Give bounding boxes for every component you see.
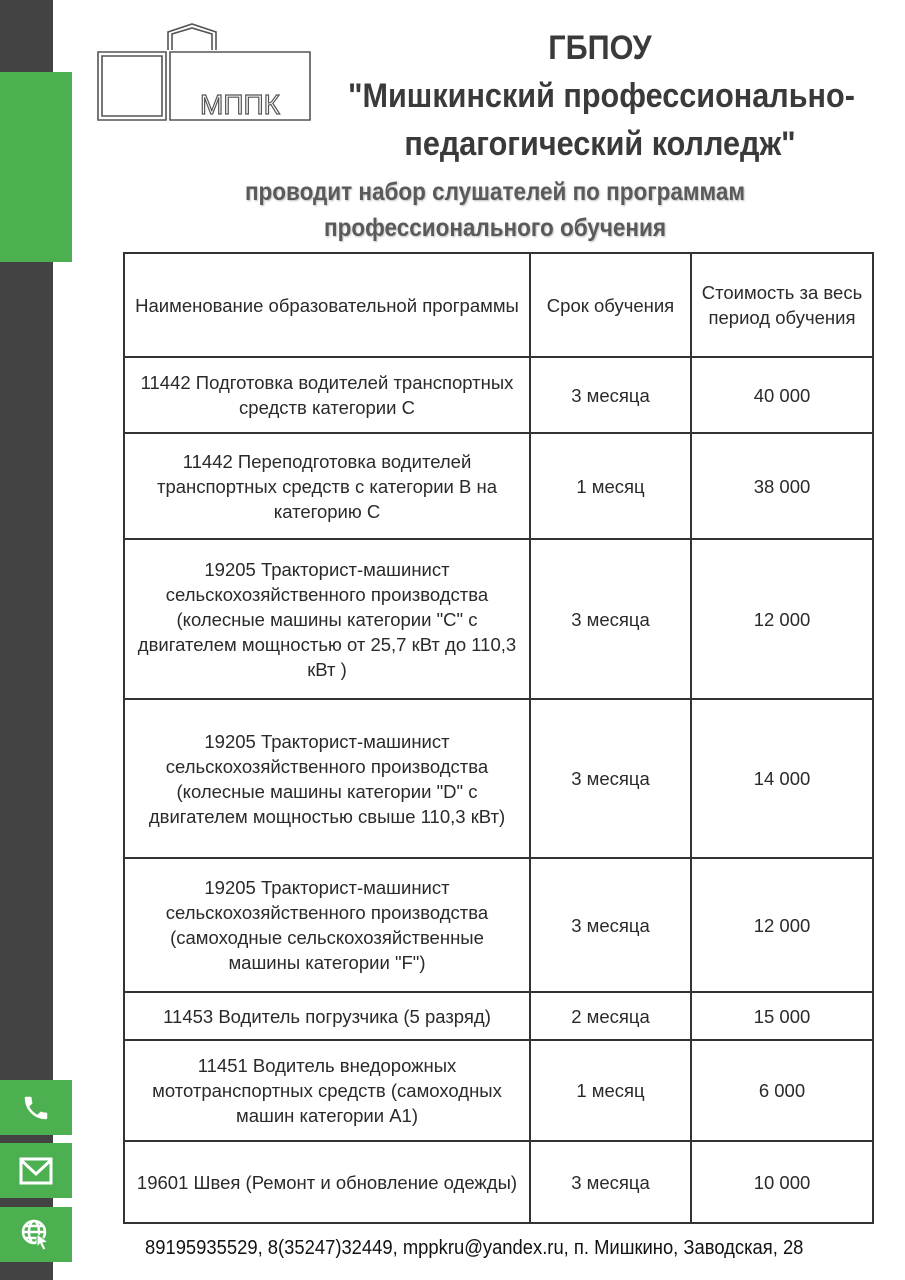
- cell-program: 19205 Тракторист-машинист сельскохозяйст…: [123, 857, 531, 993]
- cell-duration: 3 месяца: [529, 356, 692, 434]
- cell-program: 19601 Швея (Ремонт и обновление одежды): [123, 1140, 531, 1224]
- cell-duration: 3 месяца: [529, 538, 692, 700]
- cell-cost: 14 000: [690, 698, 874, 859]
- mail-icon: [19, 1157, 53, 1184]
- logo-text: МППК: [200, 89, 281, 120]
- header-program: Наименование образовательной программы: [123, 252, 531, 358]
- table-row: 11442 Переподготовка водителей транспорт…: [123, 432, 874, 540]
- footer-contacts: 89195935529, 8(35247)32449, mppkru@yande…: [145, 1237, 804, 1259]
- cell-cost: 40 000: [690, 356, 874, 434]
- org-name-line2: педагогический колледж": [404, 125, 796, 163]
- cell-cost: 15 000: [690, 991, 874, 1041]
- table-row: 11442 Подготовка водителей транспортных …: [123, 356, 874, 434]
- cell-duration: 1 месяц: [529, 1039, 692, 1142]
- header-cost: Стоимость за весь период обучения: [690, 252, 874, 358]
- phone-icon: [24, 1096, 48, 1119]
- cell-duration: 3 месяца: [529, 1140, 692, 1224]
- programs-table: Наименование образовательной программы С…: [123, 252, 874, 1224]
- sidebar-accent-block: [0, 72, 72, 262]
- table-row: 19205 Тракторист-машинист сельскохозяйст…: [123, 538, 874, 700]
- cell-cost: 12 000: [690, 538, 874, 700]
- cell-program: 11442 Переподготовка водителей транспорт…: [123, 432, 531, 540]
- table-row: 19601 Швея (Ремонт и обновление одежды) 3…: [123, 1140, 874, 1224]
- cell-program: 11451 Водитель внедорожных мототранспорт…: [123, 1039, 531, 1142]
- header-duration: Срок обучения: [529, 252, 692, 358]
- web-icon: [21, 1219, 50, 1251]
- mail-button[interactable]: [0, 1143, 72, 1198]
- cell-duration: 3 месяца: [529, 698, 692, 859]
- cell-duration: 1 месяц: [529, 432, 692, 540]
- org-type: ГБПОУ: [548, 29, 652, 67]
- subtitle-line2: профессионального обучения: [324, 214, 666, 242]
- table-header-row: Наименование образовательной программы С…: [123, 252, 874, 358]
- table-row: 19205 Тракторист-машинист сельскохозяйст…: [123, 698, 874, 859]
- web-button[interactable]: [0, 1207, 72, 1262]
- table-row: 11453 Водитель погрузчика (5 разряд) 2 ме…: [123, 991, 874, 1041]
- subtitle-line1: проводит набор слушателей по программам: [244, 178, 746, 206]
- cell-program: 11453 Водитель погрузчика (5 разряд): [123, 991, 531, 1041]
- cell-program: 19205 Тракторист-машинист сельскохозяйст…: [123, 698, 531, 859]
- college-logo: МППК: [97, 23, 311, 121]
- cell-duration: 3 месяца: [529, 857, 692, 993]
- content-flow: Наименование образовательной программы С…: [123, 252, 874, 1260]
- org-name-line1: "Мишкинский профессионально-: [348, 77, 855, 115]
- cell-duration: 2 месяца: [529, 991, 692, 1041]
- cell-cost: 12 000: [690, 857, 874, 993]
- cell-cost: 10 000: [690, 1140, 874, 1224]
- cell-cost: 38 000: [690, 432, 874, 540]
- cell-cost: 6 000: [690, 1039, 874, 1142]
- cell-program: 19205 Тракторист-машинист сельскохозяйст…: [123, 538, 531, 700]
- phone-button[interactable]: [0, 1080, 72, 1135]
- cell-program: 11442 Подготовка водителей транспортных …: [123, 356, 531, 434]
- table-row: 11451 Водитель внедорожных мототранспорт…: [123, 1039, 874, 1142]
- table-row: 19205 Тракторист-машинист сельскохозяйст…: [123, 857, 874, 993]
